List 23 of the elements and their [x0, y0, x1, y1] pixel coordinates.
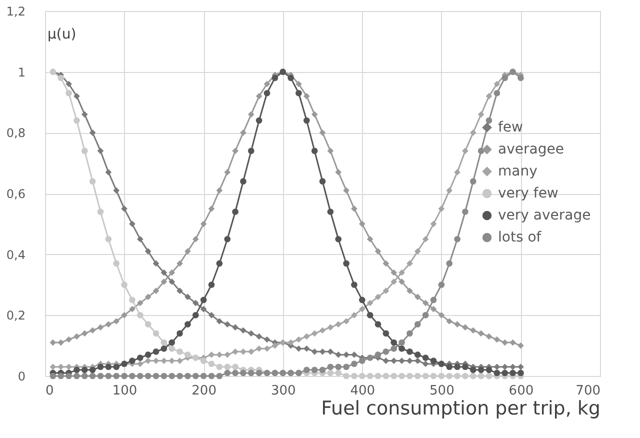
legend-label: few [498, 120, 523, 136]
x-tick-label: 200 [192, 384, 216, 398]
y-tick-label: 0 [18, 370, 26, 384]
legend-label: many [498, 164, 538, 180]
y-tick-label: 0,2 [6, 308, 26, 323]
x-tick-label: 400 [350, 384, 376, 398]
x-tick-label: 100 [112, 384, 138, 398]
x-tick-label: 700 [576, 384, 600, 398]
y-tick-label: 0,6 [6, 187, 26, 201]
y-tick-label: 1 [18, 65, 26, 80]
legend-label: lots of [498, 230, 542, 246]
legend-label: very few [498, 186, 558, 202]
x-axis-title: Fuel consumption per trip, kg [321, 398, 600, 420]
y-tick-label: 1,2 [6, 4, 26, 18]
y-axis-title: μ(u) [48, 26, 76, 42]
y-tick-label: 0,8 [6, 126, 26, 140]
x-tick-label: 0 [46, 384, 54, 398]
x-tick-label: 300 [270, 384, 296, 398]
legend-label: averagee [498, 142, 564, 158]
x-tick-label: 500 [430, 384, 454, 398]
y-tick-label: 0,4 [6, 248, 26, 262]
x-tick-label: 600 [508, 384, 534, 398]
legend-label: very average [498, 208, 591, 224]
